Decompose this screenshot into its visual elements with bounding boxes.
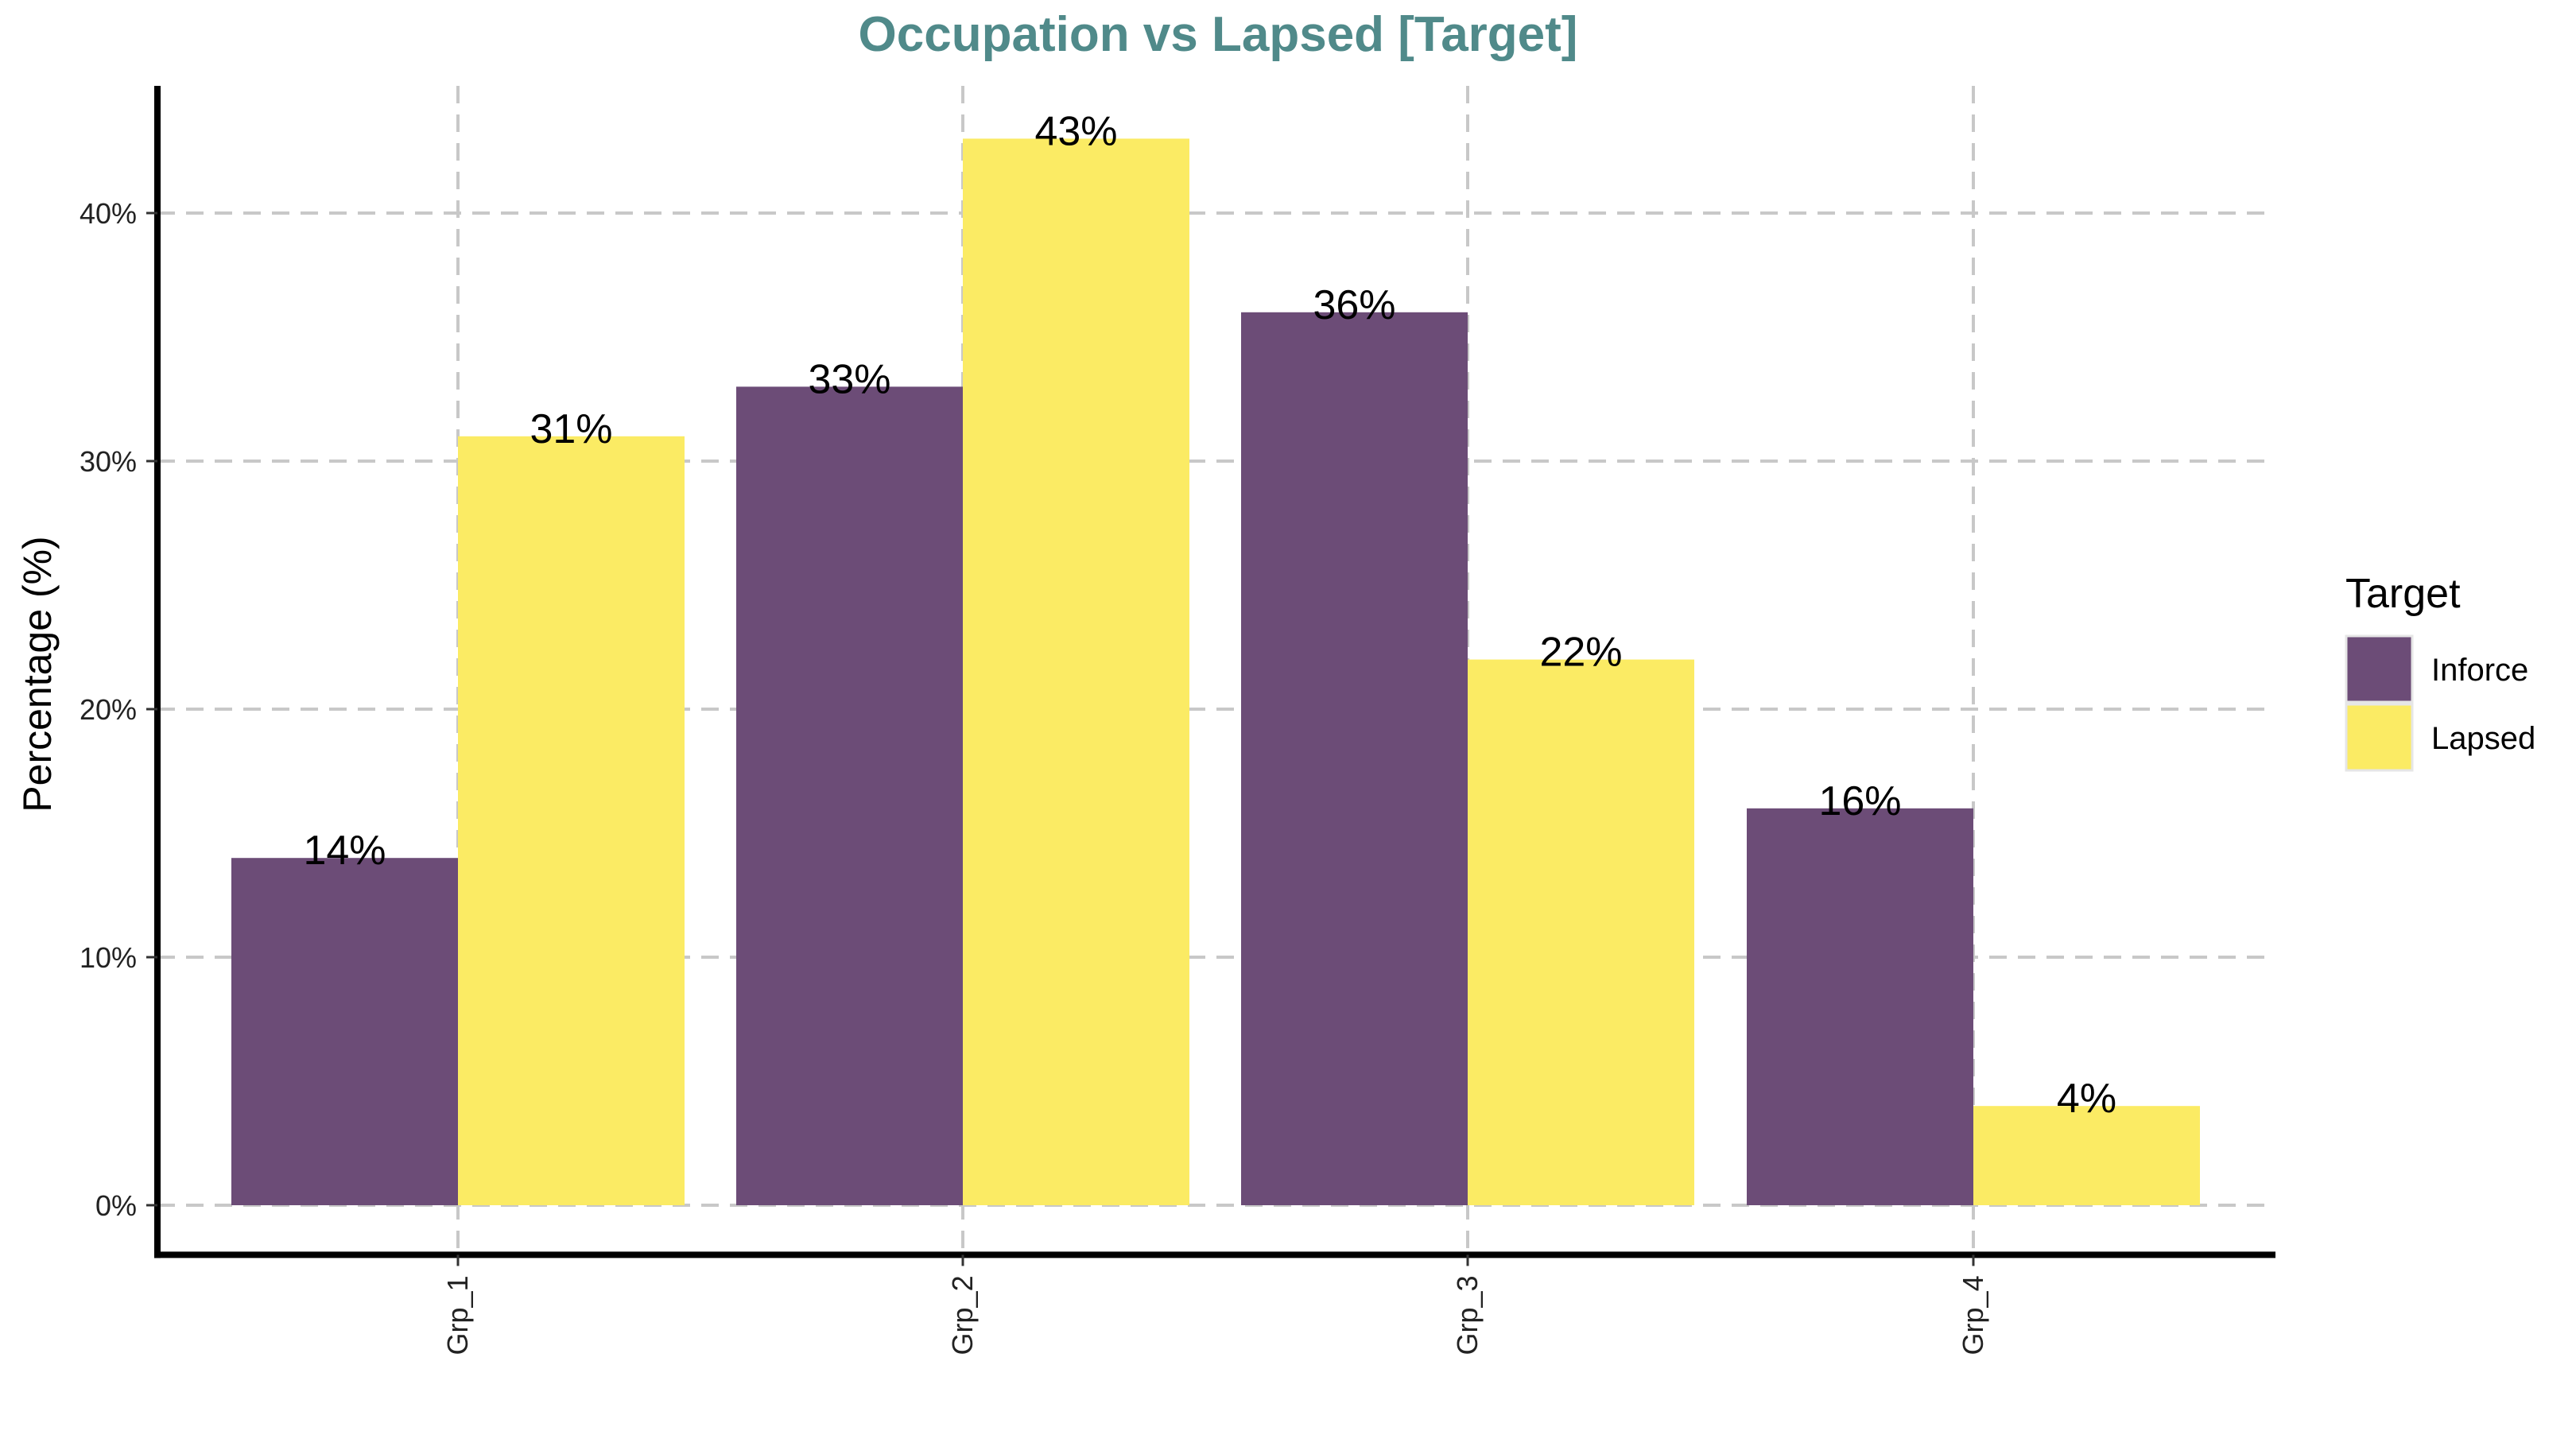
legend-label-lapsed: Lapsed <box>2431 721 2535 756</box>
data-label: 22% <box>1539 630 1622 676</box>
data-label: 36% <box>1313 282 1395 328</box>
y-tick-label: 40% <box>80 197 137 230</box>
bar-inforce-grp-4 <box>1747 808 1973 1205</box>
legend-title: Target <box>2345 571 2461 617</box>
legend-swatch-lapsed <box>2345 703 2414 772</box>
bar-lapsed-grp-2 <box>963 138 1189 1205</box>
y-tick-label: 20% <box>80 693 137 726</box>
bar-inforce-grp-3 <box>1241 312 1468 1205</box>
legend-label-inforce: Inforce <box>2431 653 2528 688</box>
y-axis-label: Percentage (%) <box>15 536 60 812</box>
data-label: 16% <box>1818 778 1901 824</box>
bar-lapsed-grp-1 <box>458 436 685 1205</box>
y-tick-label: 30% <box>80 445 137 478</box>
axes <box>154 86 2275 1258</box>
data-label: 14% <box>303 828 386 874</box>
chart-title: Occupation vs Lapsed [Target] <box>859 7 1578 62</box>
x-tick-label: Grp_3 <box>1451 1275 1484 1355</box>
legend-swatch-inforce <box>2345 634 2414 704</box>
x-tick-label: Grp_4 <box>1957 1275 1989 1355</box>
data-label: 43% <box>1034 108 1117 154</box>
data-label: 4% <box>2057 1076 2116 1122</box>
y-tick-label: 10% <box>80 941 137 974</box>
bar-lapsed-grp-4 <box>1973 1106 2200 1205</box>
data-labels: 14% 33% 36% 16% 31% 43% 22% 4% <box>303 108 2116 1122</box>
bar-inforce-grp-2 <box>736 386 963 1205</box>
x-tick-label: Grp_2 <box>946 1275 979 1355</box>
data-label: 31% <box>530 406 612 452</box>
x-tick-label: Grp_1 <box>441 1275 474 1355</box>
bars <box>231 138 2200 1205</box>
tick-labels: 0% 10% 20% 30% 40% Grp_1 Grp_2 Grp_3 Grp_4 <box>80 197 1989 1355</box>
y-tick-label: 0% <box>95 1189 137 1222</box>
bar-lapsed-grp-3 <box>1468 659 1694 1205</box>
bar-inforce-grp-1 <box>231 858 458 1205</box>
data-label: 33% <box>808 356 890 402</box>
legend: Target Inforce Lapsed <box>2345 571 2535 772</box>
